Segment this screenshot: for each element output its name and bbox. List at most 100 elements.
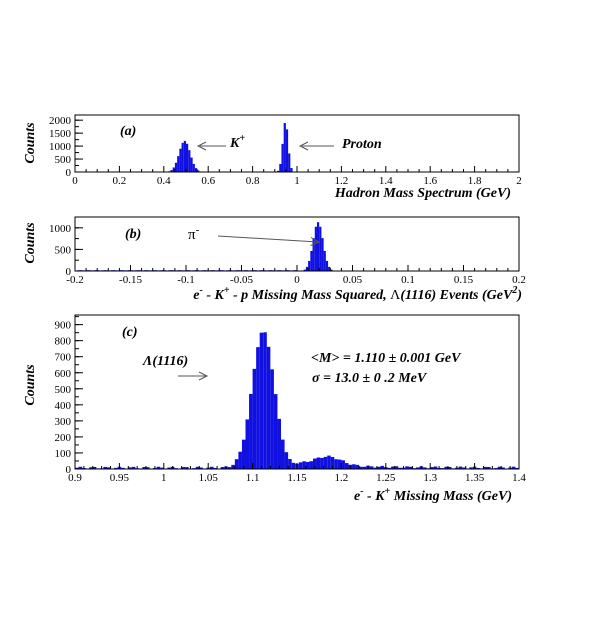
histogram-bar: [328, 266, 331, 271]
x-tick-label: 1.05: [199, 472, 219, 484]
histogram-bar: [188, 150, 191, 172]
x-tick-label: 1: [161, 472, 167, 484]
histogram-bar: [321, 238, 324, 271]
histogram-bar: [185, 467, 189, 469]
x-tick-label: -0.1: [177, 274, 194, 286]
histogram-bar: [89, 467, 93, 469]
histogram-bar: [197, 170, 200, 172]
panel-c: 0.9 0.95 1 1.05 1.1 1.15 1.2 1.25 1.3 1.35 1.4 0 100…: [23, 314, 526, 504]
plot-frame-a: [74, 114, 520, 173]
histogram-bar: [277, 418, 282, 469]
histogram-bar: [444, 466, 448, 469]
x-tick-label: 1: [294, 175, 300, 187]
pion-label-sup: -: [196, 224, 200, 236]
kaon-label: K: [229, 136, 241, 151]
x-tick-label: 0.2: [113, 175, 127, 187]
histogram-bar: [319, 226, 322, 271]
histogram-bar: [174, 162, 178, 172]
plot-frame-c: [74, 314, 520, 470]
histogram-bar: [177, 156, 180, 172]
histogram-b: [75, 222, 337, 271]
histogram-bar: [156, 466, 161, 469]
histogram-bar: [305, 461, 310, 469]
histogram-bar: [75, 467, 79, 469]
histogram-bar: [288, 458, 292, 469]
histogram-bar: [458, 466, 463, 469]
histogram-bar: [192, 163, 195, 172]
histogram-bar: [238, 451, 242, 469]
mean-annotation: <M> = 1.110 ± 0.001 GeV: [311, 351, 462, 366]
histogram-bar: [430, 467, 434, 469]
y-tick-label: 600: [55, 368, 72, 380]
x-tick-label: 1.6: [423, 175, 437, 187]
histogram-bar: [281, 143, 284, 172]
histogram-bar: [92, 466, 97, 469]
panel-a: 0 0.2 0.4 0.6 0.8 1 1.2 1.4 1.6 1.8 2 0500100015002…: [23, 114, 522, 201]
x-tick-label: 1.2: [335, 472, 349, 484]
histogram-bar: [270, 369, 274, 469]
histogram-bar: [291, 462, 296, 469]
x-tick-label: 1.35: [465, 472, 485, 484]
histogram-bar: [330, 269, 333, 271]
annotation-lambda: Λ(1116): [142, 354, 209, 381]
histogram-bar: [373, 467, 377, 469]
histogram-a: [163, 123, 295, 172]
histogram-bar: [249, 393, 253, 469]
x-tick-label: 0.2: [512, 274, 526, 286]
y-tick-label: 1500: [49, 128, 72, 140]
ticks-c: 0.9 0.95 1 1.05 1.1 1.15 1.2 1.25 1.3 1.35 1.4 0 100…: [55, 316, 526, 484]
ylabel-b: Counts: [23, 222, 38, 264]
xlabel-b: e- - K+ - p Missing Mass Squared, Λ(1116…: [193, 285, 522, 303]
histogram-bar: [167, 467, 171, 469]
histogram-bar: [469, 467, 473, 469]
annotation-kaon: K+: [196, 133, 245, 151]
histogram-bar: [308, 260, 311, 271]
panel-label-b: (b): [125, 227, 141, 242]
y-tick-label: 1000: [49, 223, 72, 235]
x-tick-label: 0.1: [401, 274, 415, 286]
histogram-bar: [245, 419, 250, 469]
histogram-bar: [369, 466, 374, 469]
y-tick-label: 0: [66, 266, 72, 278]
histogram-bar: [256, 347, 260, 469]
histogram-bar: [172, 167, 175, 172]
histogram-bar: [209, 466, 214, 469]
x-tick-label: 0: [294, 274, 300, 286]
histogram-bar: [263, 332, 267, 469]
x-tick-label: 2: [516, 175, 522, 187]
histogram-bar: [323, 250, 326, 271]
histogram-bar: [273, 394, 278, 469]
histogram-bar: [252, 368, 257, 469]
histogram-bar: [323, 456, 328, 469]
histogram-bar: [195, 466, 200, 469]
histogram-bar: [106, 467, 111, 469]
histogram-bar: [391, 466, 395, 469]
histogram-bar: [227, 467, 232, 469]
histogram-bar: [462, 467, 466, 469]
histogram-bar: [352, 464, 356, 469]
histogram-bar: [283, 123, 286, 172]
x-tick-label: -0.15: [119, 274, 142, 286]
histogram-bar: [128, 467, 132, 469]
x-tick-label: 1.1: [246, 472, 260, 484]
histogram-bar: [483, 466, 488, 469]
histogram-bar: [312, 458, 317, 469]
histogram-c: [75, 332, 519, 469]
histogram-bar: [394, 466, 399, 469]
histogram-bar: [281, 439, 285, 469]
y-tick-label: 0: [66, 167, 72, 179]
histogram-bar: [231, 464, 235, 469]
annotation-pion: π-: [188, 224, 321, 246]
histogram-bar: [279, 163, 282, 172]
x-tick-label: 0.95: [110, 472, 130, 484]
histogram-bar: [380, 465, 385, 469]
histogram-bar: [405, 466, 409, 469]
histogram-bar: [194, 168, 198, 172]
histogram-bar: [309, 461, 313, 469]
x-tick-label: 0.05: [343, 274, 363, 286]
y-tick-label: 0: [66, 464, 72, 476]
histogram-bar: [303, 269, 306, 271]
histogram-bar: [310, 250, 313, 271]
histogram-bar: [330, 457, 335, 469]
